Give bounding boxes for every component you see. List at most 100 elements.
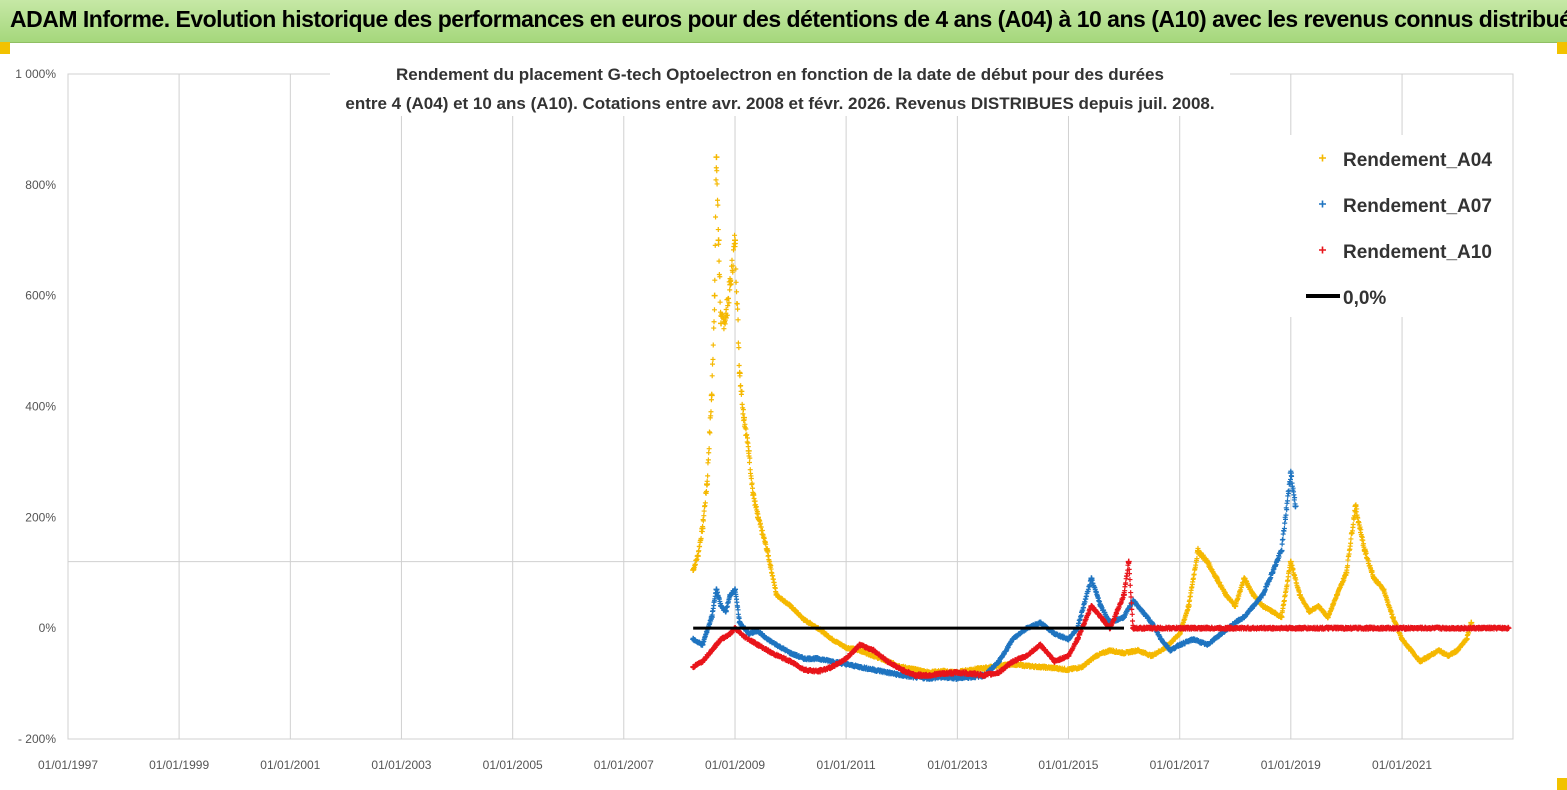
data-point [1468, 619, 1475, 626]
data-point [729, 257, 735, 263]
data-point [912, 666, 919, 673]
data-point [1389, 614, 1396, 621]
data-point [763, 541, 769, 547]
data-point [1357, 524, 1363, 530]
data-point [898, 672, 905, 679]
data-point [722, 608, 729, 615]
data-point [735, 340, 741, 346]
data-point [692, 562, 698, 568]
data-point [1097, 603, 1104, 609]
data-point [700, 518, 706, 524]
data-point [1345, 563, 1351, 569]
data-point [715, 237, 722, 244]
data-point [1408, 647, 1415, 654]
data-point [1213, 575, 1220, 582]
data-point [1454, 647, 1461, 654]
data-point [714, 181, 720, 187]
data-point [721, 326, 727, 332]
data-point [856, 663, 863, 670]
data-point [1358, 527, 1364, 533]
data-point [829, 658, 836, 665]
data-point [736, 370, 743, 377]
data-point [1296, 591, 1303, 598]
data-point [1283, 512, 1289, 518]
data-point [1009, 636, 1016, 643]
data-point [713, 154, 720, 161]
data-point [727, 281, 734, 288]
data-point [1306, 608, 1313, 615]
data-point [1185, 603, 1192, 609]
data-point [726, 300, 732, 306]
data-point [697, 544, 703, 550]
data-point [705, 473, 711, 479]
data-point [1334, 591, 1341, 598]
data-point [1148, 619, 1155, 626]
data-point [1366, 558, 1372, 564]
data-point [702, 500, 708, 506]
data-point [716, 258, 722, 264]
data-point [1204, 558, 1211, 565]
data-point [712, 242, 718, 248]
data-point [1204, 641, 1211, 648]
data-point [1232, 603, 1239, 609]
series-Rendement_A07 [690, 468, 1299, 682]
data-point [710, 342, 716, 348]
data-point [710, 356, 716, 362]
data-point [884, 669, 891, 676]
data-point [815, 655, 822, 662]
data-point [715, 197, 721, 203]
data-point [1190, 636, 1197, 643]
data-point [1222, 591, 1229, 598]
data-point [732, 232, 738, 238]
data-point [801, 616, 808, 623]
data-point [699, 641, 706, 648]
data-point [710, 361, 716, 367]
data-point [954, 675, 961, 682]
data-point [1176, 630, 1183, 637]
data-point [1134, 647, 1141, 654]
data-point [1351, 513, 1357, 519]
data-point [1241, 575, 1248, 582]
data-point [745, 447, 752, 454]
data-point [694, 553, 701, 560]
data-point [690, 566, 697, 573]
data-point [748, 475, 754, 481]
data-point [1088, 575, 1095, 582]
data-point [733, 266, 739, 272]
data-point [1279, 541, 1285, 547]
data-point [1280, 536, 1286, 542]
data-point [746, 460, 752, 466]
data-point [981, 665, 988, 672]
data-point [741, 414, 748, 421]
data-point [732, 586, 739, 593]
data-point [1218, 630, 1225, 637]
data-point [787, 650, 794, 657]
data-point [1352, 503, 1359, 510]
data-point [764, 636, 771, 643]
data-point [696, 548, 702, 554]
data-point [1463, 636, 1470, 643]
data-point [736, 619, 743, 626]
data-point [1127, 577, 1133, 583]
data-point [1371, 575, 1378, 582]
data-point [1194, 547, 1201, 554]
data-point [1107, 647, 1114, 654]
data-point [1051, 630, 1058, 637]
data-point [843, 644, 850, 651]
data-point [1282, 520, 1288, 526]
data-point [711, 292, 718, 299]
data-point [711, 319, 717, 325]
data-point [1065, 666, 1072, 673]
data-point [706, 446, 712, 452]
data-point [1167, 647, 1174, 654]
data-point [732, 237, 739, 244]
data-point [745, 435, 751, 441]
data-point [738, 383, 744, 389]
series-layer [690, 154, 1512, 682]
corner-marker-top-right [1557, 42, 1567, 54]
data-point [745, 630, 752, 637]
data-point [1065, 636, 1072, 643]
data-point [743, 426, 749, 432]
data-point [717, 274, 723, 280]
